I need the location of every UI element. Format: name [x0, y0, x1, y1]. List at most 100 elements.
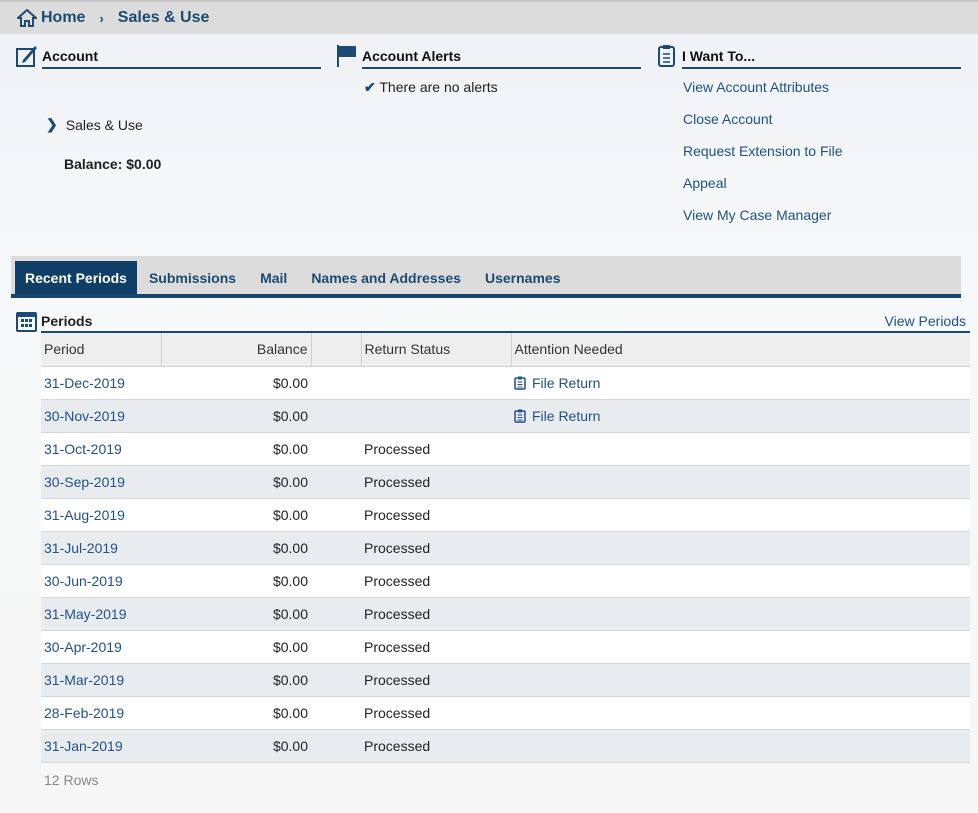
- balance-cell: $0.00: [161, 729, 311, 763]
- breadcrumb-home[interactable]: Home: [41, 9, 86, 26]
- blank-cell: [311, 432, 361, 466]
- file-return-label: File Return: [532, 374, 601, 391]
- balance-cell: $0.00: [161, 696, 311, 730]
- period-link[interactable]: 31-Aug-2019: [44, 506, 125, 523]
- tab-mail[interactable]: Mail: [260, 269, 288, 286]
- account-item-label: Sales & Use: [65, 116, 143, 133]
- return-status-cell: Processed: [361, 729, 511, 763]
- tab-recent-periods[interactable]: Recent Periods: [15, 261, 137, 294]
- link-close-account[interactable]: Close Account: [683, 111, 773, 127]
- table-row: 31-May-2019 $0.00 Processed: [41, 597, 970, 631]
- alerts-title: Account Alerts: [362, 48, 641, 69]
- balance-cell: $0.00: [161, 663, 311, 697]
- period-link[interactable]: 31-May-2019: [44, 605, 127, 622]
- tab-usernames[interactable]: Usernames: [484, 269, 561, 286]
- table-row: 31-Mar-2019 $0.00 Processed: [41, 663, 970, 697]
- table-row: 31-Jul-2019 $0.00 Processed: [41, 531, 970, 565]
- attention-cell: [511, 564, 970, 598]
- col-blank: [311, 333, 362, 367]
- file-return-link[interactable]: File Return: [514, 408, 600, 424]
- link-request-extension[interactable]: Request Extension to File: [683, 143, 843, 159]
- return-status-cell: Processed: [361, 432, 511, 466]
- period-link[interactable]: 30-Apr-2019: [44, 638, 122, 655]
- blank-cell: [311, 597, 361, 631]
- return-status-cell: Processed: [361, 663, 511, 697]
- return-status-cell: Processed: [361, 696, 511, 730]
- table-row: 28-Feb-2019 $0.00 Processed: [41, 696, 970, 730]
- attention-cell: File Return: [511, 366, 970, 400]
- balance-cell: $0.00: [161, 399, 311, 433]
- check-icon: ✔: [364, 79, 376, 95]
- blank-cell: [311, 729, 361, 763]
- return-status-cell: Processed: [361, 597, 511, 631]
- blank-cell: [311, 531, 361, 565]
- periods-table: Period Balance Return Status Attention N…: [41, 333, 970, 763]
- table-row: 31-Oct-2019 $0.00 Processed: [41, 432, 970, 466]
- balance-cell: $0.00: [161, 597, 311, 631]
- balance-cell: $0.00: [161, 465, 311, 499]
- tab-submissions[interactable]: Submissions: [148, 269, 237, 286]
- balance-cell: $0.00: [161, 498, 311, 532]
- balance-cell: $0.00: [161, 630, 311, 664]
- file-return-link[interactable]: File Return: [514, 375, 600, 391]
- table-row: 30-Nov-2019 $0.00 File Return: [41, 399, 970, 433]
- i-want-to-title: I Want To...: [682, 48, 961, 69]
- attention-cell: [511, 663, 970, 697]
- period-link[interactable]: 30-Sep-2019: [44, 473, 125, 490]
- period-link[interactable]: 28-Feb-2019: [44, 704, 125, 721]
- edit-icon: [16, 46, 37, 67]
- return-status-cell: [361, 366, 511, 400]
- link-appeal[interactable]: Appeal: [683, 175, 727, 191]
- balance-cell: $0.00: [161, 366, 311, 400]
- col-return-status[interactable]: Return Status: [361, 333, 512, 367]
- account-item[interactable]: ❯ Sales & Use: [46, 116, 246, 133]
- link-view-case-manager[interactable]: View My Case Manager: [683, 207, 832, 223]
- blank-cell: [311, 465, 361, 499]
- period-link[interactable]: 31-Mar-2019: [44, 671, 125, 688]
- attention-cell: [511, 531, 970, 565]
- periods-header: Periods View Periods: [41, 313, 970, 333]
- clipboard-icon: [514, 376, 526, 390]
- table-row: 30-Sep-2019 $0.00 Processed: [41, 465, 970, 499]
- breadcrumb-current: Sales & Use: [117, 9, 210, 26]
- attention-cell: [511, 465, 970, 499]
- tab-names-and-addresses[interactable]: Names and Addresses: [311, 269, 461, 286]
- col-balance[interactable]: Balance: [161, 333, 312, 367]
- link-view-account-attributes[interactable]: View Account Attributes: [683, 79, 830, 95]
- blank-cell: [311, 399, 361, 433]
- calendar-icon: [16, 312, 37, 332]
- account-balance: Balance: $0.00: [64, 156, 162, 172]
- table-row: 31-Jan-2019 $0.00 Processed: [41, 729, 970, 763]
- period-link[interactable]: 30-Jun-2019: [44, 572, 123, 589]
- period-link[interactable]: 31-Oct-2019: [44, 440, 122, 457]
- col-period[interactable]: Period: [41, 333, 162, 367]
- attention-cell: [511, 630, 970, 664]
- period-link[interactable]: 30-Nov-2019: [44, 407, 125, 424]
- attention-cell: [511, 432, 970, 466]
- home-icon[interactable]: [17, 9, 37, 27]
- blank-cell: [311, 630, 361, 664]
- period-link[interactable]: 31-Jul-2019: [44, 539, 118, 556]
- return-status-cell: [361, 399, 511, 433]
- attention-cell: File Return: [511, 399, 970, 433]
- alerts-text: There are no alerts: [379, 79, 498, 95]
- attention-cell: [511, 696, 970, 730]
- file-return-label: File Return: [532, 407, 601, 424]
- col-attention-needed[interactable]: Attention Needed: [511, 333, 970, 367]
- period-link[interactable]: 31-Jan-2019: [44, 737, 123, 754]
- balance-cell: $0.00: [161, 432, 311, 466]
- account-title: Account: [42, 48, 321, 69]
- view-periods-link[interactable]: View Periods: [884, 313, 966, 329]
- attention-cell: [511, 498, 970, 532]
- return-status-cell: Processed: [361, 498, 511, 532]
- period-link[interactable]: 31-Dec-2019: [44, 374, 125, 391]
- balance-cell: $0.00: [161, 564, 311, 598]
- tab-bar: Recent Periods Submissions Mail Names an…: [11, 256, 961, 298]
- clipboard-icon: [514, 409, 526, 423]
- table-row: 31-Dec-2019 $0.00 File Return: [41, 366, 970, 400]
- chevron-right-icon: ❯: [46, 116, 58, 132]
- return-status-cell: Processed: [361, 630, 511, 664]
- table-row: 30-Apr-2019 $0.00 Processed: [41, 630, 970, 664]
- periods-title: Periods: [41, 313, 93, 329]
- attention-cell: [511, 729, 970, 763]
